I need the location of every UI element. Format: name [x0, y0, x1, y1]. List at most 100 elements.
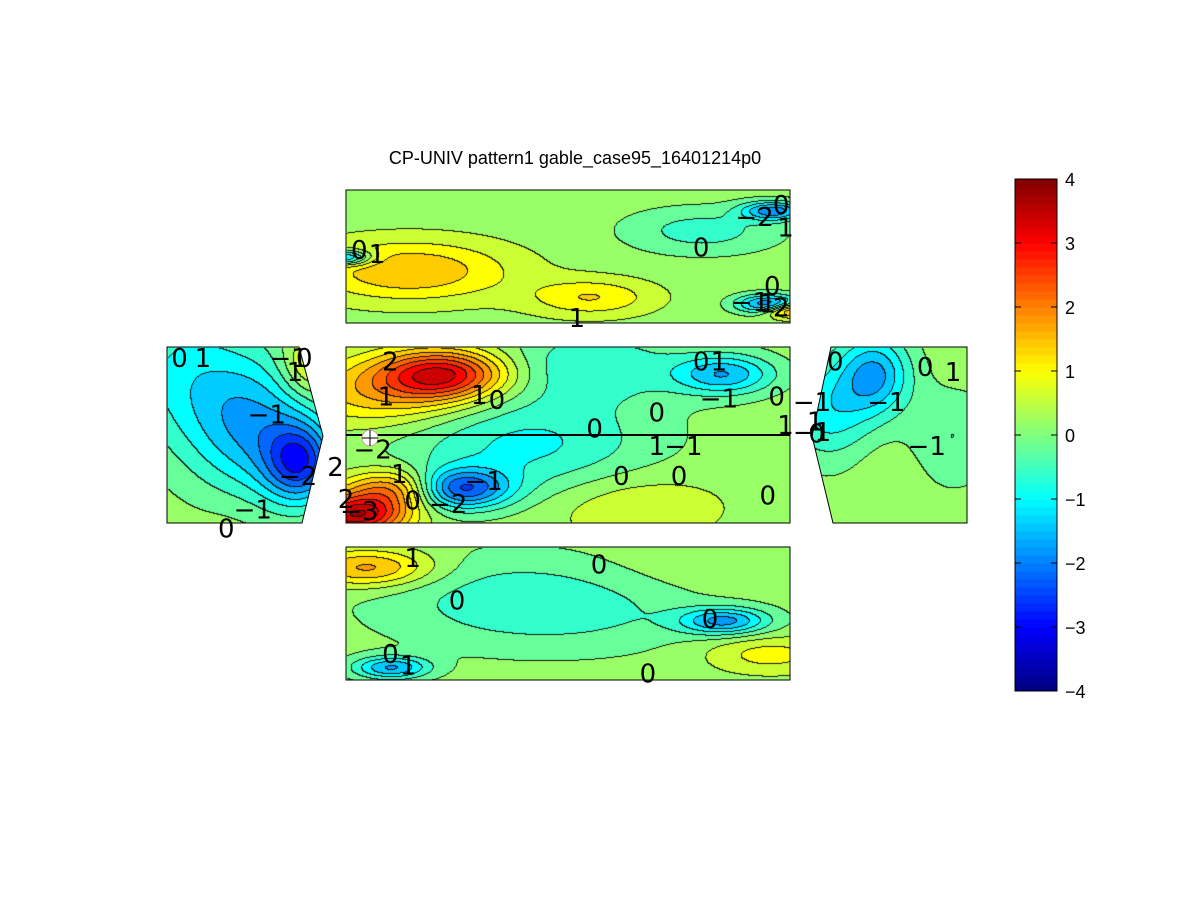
contour-label-wall-center-3: 0: [489, 386, 506, 416]
colorbar-band: [1015, 179, 1057, 188]
colorbar-band: [1015, 427, 1057, 436]
colorbar-band: [1015, 451, 1057, 460]
colorbar-tick-label: 1: [1065, 362, 1075, 382]
contour-label-wall-right-1: 0: [917, 353, 934, 383]
colorbar-band: [1015, 531, 1057, 540]
contour-label-roof-top-0: 0: [351, 236, 368, 266]
contour-label-wall-center-21: 0: [404, 487, 421, 517]
colorbar-band: [1015, 235, 1057, 244]
colorbar-tick-label: −2: [1065, 554, 1086, 574]
contour-label-wall-right-2: 1: [945, 358, 962, 388]
contour-label-wall-center-20: −3: [340, 497, 378, 527]
colorbar-band: [1015, 355, 1057, 364]
contour-label-roof-bottom-3: 0: [702, 605, 719, 635]
contour-label-wall-left-3: 0: [296, 344, 313, 374]
contour-label-roof-top-1: 1: [369, 240, 386, 270]
contour-label-wall-right-0: 0: [827, 348, 844, 378]
colorbar-tick-label: −1: [1065, 490, 1086, 510]
colorbar-band: [1015, 459, 1057, 468]
contour-label-wall-center-4: 0: [693, 348, 710, 378]
colorbar-band: [1015, 571, 1057, 580]
contour-label-wall-center-2: 1: [471, 381, 488, 411]
panel-roof-top: [346, 190, 790, 323]
contour-label-roof-top-7: 0: [764, 272, 781, 302]
panel-roof-bottom-border: [345, 546, 791, 681]
colorbar-band: [1015, 619, 1057, 628]
contour-label-wall-center-17: 0: [671, 462, 688, 492]
colorbar-band: [1015, 659, 1057, 668]
contour-label-roof-top-8: −1: [731, 288, 769, 318]
colorbar-band: [1015, 323, 1057, 332]
colorbar-band: [1015, 347, 1057, 356]
colorbar-band: [1015, 491, 1057, 500]
colorbar-band: [1015, 587, 1057, 596]
panel-roof-top-field: [346, 190, 790, 323]
contour-label-wall-right-6: 1: [807, 407, 824, 437]
contour-label-roof-top-2: 1: [569, 304, 586, 334]
contour-label-roof-bottom-6: 0: [640, 660, 657, 690]
chart-title: CP-UNIV pattern1 gable_case95_16401214p0: [389, 148, 761, 169]
contour-label-wall-left-6: −2: [279, 462, 317, 492]
colorbar-band: [1015, 507, 1057, 516]
colorbar-bands: [1015, 179, 1057, 692]
colorbar-band: [1015, 595, 1057, 604]
panel-wall-right: [812, 347, 967, 523]
contour-label-roof-bottom-0: 1: [404, 544, 421, 574]
colorbar-band: [1015, 683, 1057, 692]
colorbar-band: [1015, 283, 1057, 292]
contour-label-roof-top-9: 1: [760, 289, 777, 319]
colorbar-tick-label: 4: [1065, 170, 1075, 190]
colorbar-band: [1015, 411, 1057, 420]
contour-label-roof-top-3: 0: [693, 234, 710, 264]
colorbar-band: [1015, 203, 1057, 212]
colorbar-band: [1015, 523, 1057, 532]
colorbar: 4 3 2 1 0 −1 −2 −3 −4: [1014, 170, 1086, 702]
colorbar-band: [1015, 515, 1057, 524]
contour-label-roof-bottom-2: 0: [449, 587, 466, 617]
contour-label-wall-right-7: −1: [793, 418, 831, 448]
contour-label-roof-bottom-1: 0: [591, 551, 608, 581]
colorbar-band: [1015, 267, 1057, 276]
contour-label-wall-left-1: 1: [195, 344, 212, 374]
contour-label-wall-center-18: 0: [760, 481, 777, 511]
contour-label-wall-center-22: −2: [429, 490, 467, 520]
colorbar-band: [1015, 307, 1057, 316]
contour-label-roof-bottom-4: 0: [382, 640, 399, 670]
colorbar-band: [1015, 443, 1057, 452]
colorbar-band: [1015, 387, 1057, 396]
contour-label-wall-left-2: −1: [270, 344, 308, 374]
contour-label-wall-left-5: −1: [248, 400, 286, 430]
contour-label-wall-center-10: 1: [777, 411, 794, 441]
panel-wall-right-border: [811, 346, 968, 524]
colorbar-ticks: 4 3 2 1 0 −1 −2 −3 −4: [1015, 170, 1086, 702]
colorbar-band: [1015, 539, 1057, 548]
colorbar-band: [1015, 499, 1057, 508]
contour-label-wall-center-0: 2: [382, 348, 399, 378]
colorbar-tick-label: 3: [1065, 234, 1075, 254]
colorbar-band: [1015, 211, 1057, 220]
colorbar-tick-label: 0: [1065, 426, 1075, 446]
colorbar-band: [1015, 467, 1057, 476]
contour-label-wall-center-13: −2: [353, 436, 391, 466]
contour-label-wall-center-6: −1: [700, 384, 738, 414]
colorbar-band: [1015, 419, 1057, 428]
contour-label-wall-left-0: 0: [171, 344, 188, 374]
colorbar-band: [1015, 483, 1057, 492]
contour-label-wall-right-3: −1: [867, 388, 905, 418]
contour-label-wall-right-8: 0: [808, 420, 825, 450]
colorbar-band: [1015, 579, 1057, 588]
panel-roof-top-border: [345, 189, 791, 324]
colorbar-band: [1015, 331, 1057, 340]
contour-label-wall-left-8: −1: [234, 495, 272, 525]
contour-label-wall-center-5: 1: [711, 348, 728, 378]
colorbar-band: [1015, 603, 1057, 612]
contour-label-wall-center-12: −1: [664, 432, 702, 462]
colorbar-band: [1015, 555, 1057, 564]
contour-label-wall-right-5: −1: [793, 388, 831, 418]
colorbar-band: [1015, 363, 1057, 372]
colorbar-band: [1015, 371, 1057, 380]
contour-label-wall-center-14: 1: [391, 460, 408, 490]
contour-label-roof-top-10: 2: [773, 293, 790, 323]
colorbar-band: [1015, 675, 1057, 684]
